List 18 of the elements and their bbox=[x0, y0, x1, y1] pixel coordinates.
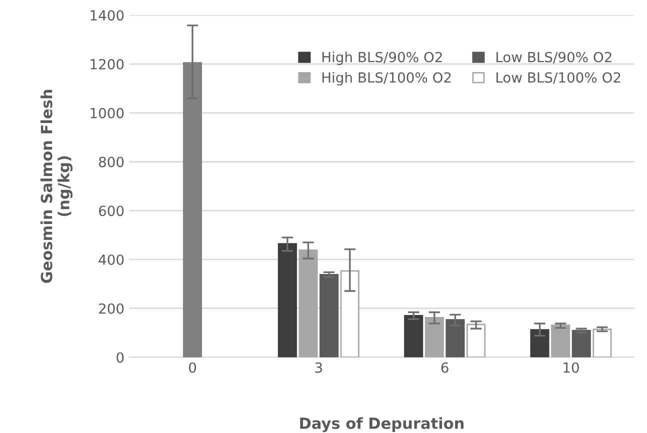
y-tick-label: 400 bbox=[98, 254, 124, 265]
legend-label: Low BLS/90% O2 bbox=[496, 52, 612, 64]
legend-label: Low BLS/100% O2 bbox=[496, 72, 620, 84]
legend-label: High BLS/100% O2 bbox=[322, 72, 451, 86]
y-axis-title: Geosmin Salmon Flesh (ng/kg) bbox=[40, 90, 73, 283]
x-axis-title: Days of Depuration bbox=[300, 417, 464, 432]
y-tick-label: 200 bbox=[99, 303, 124, 314]
x-tick-label: 3 bbox=[315, 362, 322, 373]
x-tick-label: 10 bbox=[564, 362, 579, 373]
y-tick-label: 1200 bbox=[90, 58, 124, 70]
y-tick-label: 1400 bbox=[90, 10, 124, 21]
x-tick-label: 6 bbox=[441, 362, 448, 373]
x-tick-label: 0 bbox=[188, 362, 196, 373]
y-tick-label: 1000 bbox=[90, 108, 124, 118]
y-tick-label: 600 bbox=[99, 206, 124, 216]
legend-label: High BLS/90% O2 bbox=[322, 52, 442, 66]
y-tick-label: 800 bbox=[98, 156, 124, 168]
y-tick-label: 0 bbox=[116, 352, 124, 363]
